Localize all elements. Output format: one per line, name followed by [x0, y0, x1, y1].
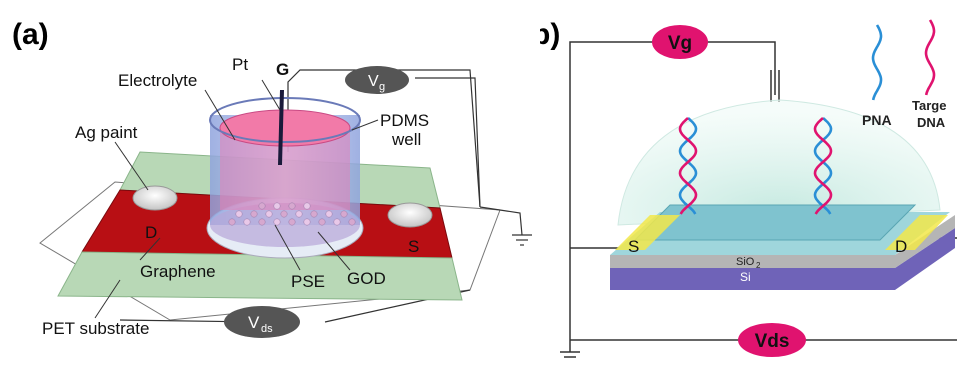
- dna-helices: [678, 117, 833, 215]
- panel-a-graphene-fet-diagram: (a) V g V ds: [12, 18, 532, 338]
- label-pdms: PDMS: [380, 111, 429, 130]
- gate-capacitor: [770, 70, 780, 102]
- vds-badge-sub: ds: [261, 323, 273, 335]
- particle-dot: [318, 218, 326, 226]
- label-pt: Pt: [232, 55, 248, 74]
- legend-dna-strand: [924, 19, 936, 96]
- label-pet-substrate: PET substrate: [42, 319, 149, 338]
- vds-badge-b: Vds: [738, 323, 806, 357]
- si-layer: [610, 228, 955, 290]
- pna-strand: [678, 117, 698, 215]
- particle-dot: [325, 210, 333, 218]
- circuit-wires-b: [560, 41, 957, 358]
- pse-god-particles: [228, 202, 356, 226]
- pt-leader: [261, 79, 281, 111]
- particle-dot: [258, 218, 266, 226]
- panel-b-dna-sensor-diagram: (b) S D SiO 2 Si PNA Targe DNA Vg: [540, 0, 957, 365]
- label-target-1: Targe: [912, 98, 946, 113]
- particle-dot: [348, 218, 356, 226]
- particle-dot: [265, 210, 273, 218]
- label-sio2: SiO: [736, 256, 755, 268]
- particle-dot: [310, 210, 318, 218]
- green-substrate-front: [57, 251, 463, 301]
- label-s-b: S: [628, 237, 639, 256]
- pdms-well-rim: [209, 97, 361, 143]
- ag-paint-pad-right: [387, 202, 433, 228]
- target-dna-strand: [813, 117, 833, 215]
- target-dna-strand: [678, 117, 698, 215]
- label-leaders: [94, 89, 379, 319]
- vg-badge-label: V: [368, 73, 379, 90]
- particle-dot: [340, 210, 348, 218]
- label-electrolyte: Electrolyte: [118, 71, 197, 90]
- vg-badge-b: Vg: [652, 25, 708, 59]
- particle-dot: [333, 218, 341, 226]
- well-bottom: [210, 203, 360, 247]
- vg-badge-sub: g: [379, 81, 385, 93]
- particle-dot: [295, 210, 303, 218]
- drain-contact: [885, 215, 948, 250]
- particle-dot: [273, 202, 281, 210]
- vg-badge: V g: [345, 66, 409, 94]
- label-d-b: D: [895, 237, 907, 256]
- particle-dot: [235, 210, 243, 218]
- label-well: well: [391, 130, 421, 149]
- label-pse: PSE: [291, 272, 325, 291]
- particle-dot: [303, 218, 311, 226]
- label-target-2: DNA: [917, 115, 946, 130]
- panel-label-a: (a): [12, 18, 49, 51]
- vds-badge-label: V: [248, 313, 260, 332]
- label-g: G: [276, 60, 289, 79]
- label-god: GOD: [347, 269, 386, 288]
- particle-dot: [303, 202, 311, 210]
- pna-strand: [813, 117, 833, 215]
- pet-substrate-outline: [39, 181, 501, 321]
- vds-badge-b-label: Vds: [755, 331, 790, 352]
- legend-helices: [871, 19, 936, 101]
- source-contact: [615, 215, 680, 250]
- particle-dot: [243, 218, 251, 226]
- particle-dot: [250, 210, 258, 218]
- particle-dot: [280, 210, 288, 218]
- particle-dot: [288, 218, 296, 226]
- graphene-channel: [633, 204, 917, 241]
- label-sio2-sub: 2: [756, 261, 761, 270]
- particle-dot: [273, 218, 281, 226]
- label-s: S: [408, 237, 419, 256]
- label-ag-paint: Ag paint: [75, 123, 138, 142]
- label-pna: PNA: [862, 112, 892, 128]
- electrolyte-surface: [219, 109, 351, 147]
- ag-paint-pad-left: [132, 185, 178, 211]
- pt-electrode: [278, 89, 284, 166]
- vds-badge: V ds: [224, 306, 300, 338]
- label-graphene: Graphene: [140, 262, 216, 281]
- electrolyte-dome: [617, 99, 941, 226]
- particle-dot: [288, 202, 296, 210]
- panel-label-b: (b): [540, 18, 560, 51]
- particle-dot: [258, 202, 266, 210]
- label-d: D: [145, 223, 157, 242]
- vg-badge-b-label: Vg: [668, 33, 692, 54]
- legend-pna-strand: [871, 24, 883, 101]
- sio2-layer: [610, 215, 955, 268]
- label-si: Si: [740, 270, 751, 284]
- particle-dot: [228, 218, 236, 226]
